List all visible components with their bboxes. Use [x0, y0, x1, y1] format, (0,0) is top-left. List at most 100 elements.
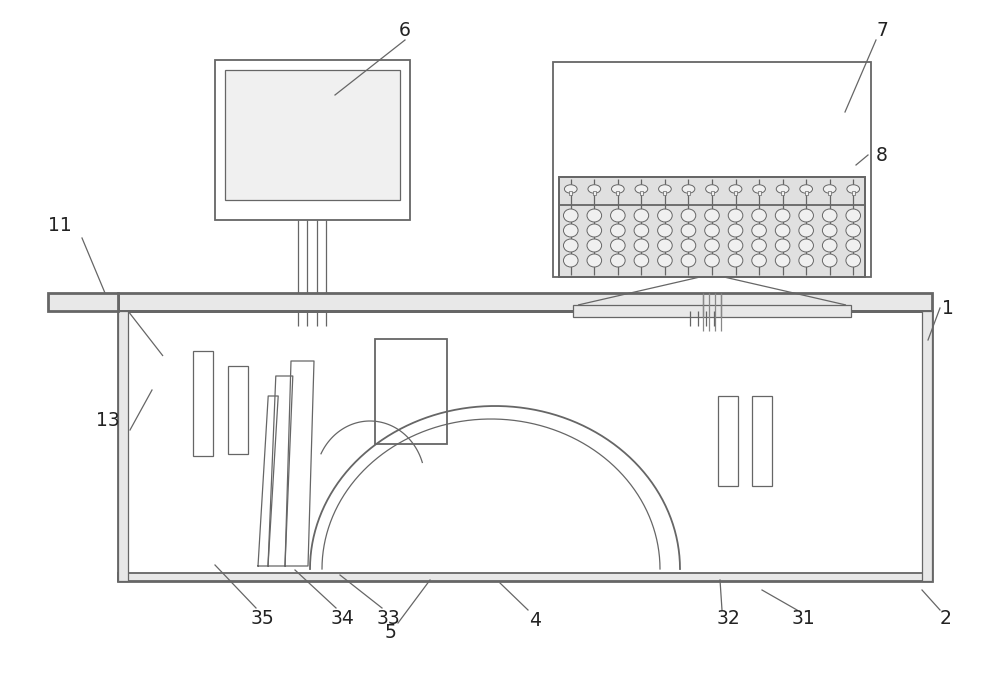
Ellipse shape — [752, 254, 766, 267]
Ellipse shape — [563, 209, 578, 222]
Bar — [118, 293, 932, 311]
Ellipse shape — [634, 209, 649, 222]
Bar — [687, 191, 690, 195]
Ellipse shape — [611, 254, 625, 267]
Ellipse shape — [611, 209, 625, 222]
Ellipse shape — [587, 224, 602, 237]
Ellipse shape — [775, 224, 790, 237]
Ellipse shape — [587, 209, 602, 222]
Ellipse shape — [611, 185, 624, 193]
Ellipse shape — [705, 209, 719, 222]
Text: 31: 31 — [791, 609, 815, 627]
Text: 32: 32 — [716, 609, 740, 627]
Text: 11: 11 — [48, 215, 72, 235]
Bar — [225, 70, 400, 200]
Ellipse shape — [658, 239, 672, 252]
Ellipse shape — [705, 254, 719, 267]
Ellipse shape — [728, 224, 743, 237]
Ellipse shape — [846, 209, 861, 222]
Ellipse shape — [587, 239, 602, 252]
Bar — [559, 177, 865, 277]
Ellipse shape — [800, 185, 813, 193]
Ellipse shape — [611, 239, 625, 252]
Ellipse shape — [658, 224, 672, 237]
Bar — [640, 191, 643, 195]
Text: 1: 1 — [942, 299, 954, 317]
Ellipse shape — [846, 239, 861, 252]
Ellipse shape — [705, 239, 719, 252]
Ellipse shape — [728, 254, 743, 267]
Ellipse shape — [847, 185, 860, 193]
Ellipse shape — [564, 185, 577, 193]
Bar — [118, 573, 932, 581]
Ellipse shape — [752, 239, 766, 252]
Text: 33: 33 — [376, 609, 400, 627]
Ellipse shape — [799, 239, 813, 252]
Ellipse shape — [846, 254, 861, 267]
Text: 6: 6 — [399, 21, 411, 39]
Ellipse shape — [729, 185, 742, 193]
Ellipse shape — [634, 254, 649, 267]
Ellipse shape — [753, 185, 765, 193]
Bar — [553, 62, 871, 277]
Text: 34: 34 — [330, 609, 354, 627]
Ellipse shape — [658, 254, 672, 267]
Text: 4: 4 — [529, 611, 541, 629]
Ellipse shape — [587, 254, 602, 267]
Ellipse shape — [705, 224, 719, 237]
Bar — [852, 191, 855, 195]
Bar — [193, 351, 213, 456]
Ellipse shape — [799, 209, 813, 222]
Bar — [758, 191, 761, 195]
Text: 5: 5 — [384, 624, 396, 642]
Bar — [118, 311, 128, 581]
Ellipse shape — [682, 185, 695, 193]
Ellipse shape — [681, 224, 696, 237]
Ellipse shape — [775, 239, 790, 252]
Bar — [573, 305, 851, 317]
Ellipse shape — [563, 224, 578, 237]
Ellipse shape — [776, 185, 789, 193]
Ellipse shape — [728, 209, 743, 222]
Bar — [215, 60, 410, 220]
Bar — [805, 191, 808, 195]
Bar — [663, 191, 666, 195]
Ellipse shape — [846, 224, 861, 237]
Ellipse shape — [752, 224, 766, 237]
Bar — [559, 177, 865, 277]
Bar — [734, 191, 737, 195]
Bar — [710, 191, 714, 195]
Ellipse shape — [634, 239, 649, 252]
Ellipse shape — [822, 209, 837, 222]
Ellipse shape — [799, 254, 813, 267]
Ellipse shape — [775, 254, 790, 267]
Ellipse shape — [775, 209, 790, 222]
Ellipse shape — [822, 254, 837, 267]
Bar — [593, 191, 596, 195]
Ellipse shape — [611, 224, 625, 237]
Bar — [228, 366, 248, 454]
Text: 35: 35 — [250, 609, 274, 627]
Ellipse shape — [588, 185, 601, 193]
Text: 2: 2 — [940, 609, 952, 627]
Ellipse shape — [822, 239, 837, 252]
Ellipse shape — [563, 239, 578, 252]
Bar — [752, 396, 772, 486]
Ellipse shape — [681, 254, 696, 267]
Text: 7: 7 — [876, 21, 888, 39]
Ellipse shape — [681, 209, 696, 222]
Bar — [118, 311, 932, 581]
Ellipse shape — [635, 185, 648, 193]
Ellipse shape — [823, 185, 836, 193]
Ellipse shape — [634, 224, 649, 237]
Bar — [718, 396, 738, 486]
Bar — [828, 191, 831, 195]
Bar — [922, 311, 932, 581]
Bar — [375, 339, 447, 444]
Ellipse shape — [681, 239, 696, 252]
Bar — [48, 293, 118, 311]
Bar — [781, 191, 784, 195]
Ellipse shape — [658, 209, 672, 222]
Ellipse shape — [659, 185, 671, 193]
Ellipse shape — [822, 224, 837, 237]
